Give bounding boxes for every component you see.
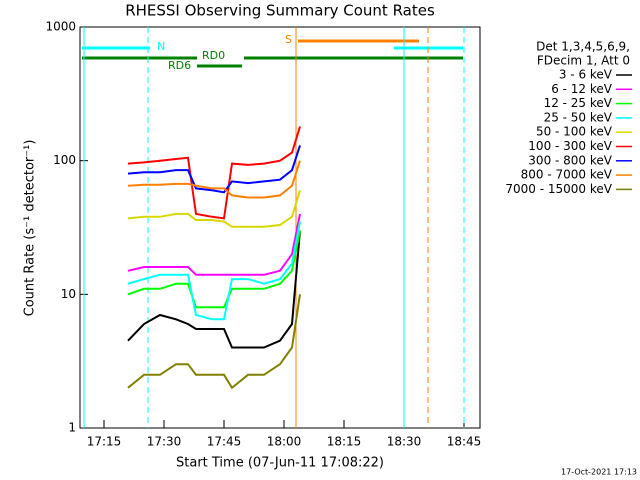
- plot-frame: [79, 26, 481, 429]
- legend-label: 100 - 300 keV: [528, 139, 612, 153]
- x-tick-label: 17:15: [87, 435, 122, 449]
- legend-label: 6 - 12 keV: [551, 82, 613, 96]
- x-axis-label: Start Time (07-Jun-11 17:08:22): [176, 456, 384, 471]
- series-line: [127, 126, 301, 220]
- series-line: [127, 221, 301, 321]
- legend-header: Det 1,3,4,5,6,9,: [536, 40, 630, 54]
- flag-label: S: [285, 33, 292, 46]
- y-tick-label: 1000: [45, 20, 76, 34]
- series-line: [127, 294, 301, 390]
- legend-label: 7000 - 15000 keV: [505, 182, 612, 196]
- legend-label: 12 - 25 keV: [544, 96, 613, 110]
- x-tick-label: 17:30: [147, 435, 182, 449]
- footer: 17-Oct-2021 17:13: [561, 468, 637, 477]
- legend-label: 300 - 800 keV: [528, 153, 612, 167]
- flag-label: RD6: [168, 59, 191, 72]
- series-line: [127, 213, 301, 276]
- legend-label: 25 - 50 keV: [544, 110, 613, 124]
- x-tick-label: 18:45: [447, 435, 482, 449]
- flag-label: N: [157, 40, 165, 53]
- series-line: [127, 230, 301, 309]
- x-tick-label: 18:15: [327, 435, 362, 449]
- y-tick-label: 10: [61, 287, 76, 301]
- x-tick-label: 18:00: [267, 435, 302, 449]
- series-line: [127, 145, 301, 194]
- flags: N RD0 RD6 S: [82, 33, 463, 72]
- legend-header: FDecim 1, Att 0: [537, 54, 630, 68]
- series-line: [127, 190, 301, 228]
- y-tick-label: 100: [53, 153, 76, 167]
- chart-title: RHESSI Observing Summary Count Rates: [125, 2, 435, 20]
- flag-label: RD0: [202, 49, 225, 62]
- y-axis-label: Count Rate (s⁻¹ detector⁻¹): [23, 140, 38, 317]
- legend-label: 3 - 6 keV: [559, 68, 613, 82]
- series-line: [127, 230, 301, 349]
- series-line: [127, 160, 301, 199]
- legend-label: 800 - 7000 keV: [521, 168, 613, 182]
- legend-label: 50 - 100 keV: [536, 125, 613, 139]
- x-tick-label: 17:45: [207, 435, 242, 449]
- x-tick-label: 18:30: [387, 435, 422, 449]
- y-tick-label: 1: [68, 421, 76, 435]
